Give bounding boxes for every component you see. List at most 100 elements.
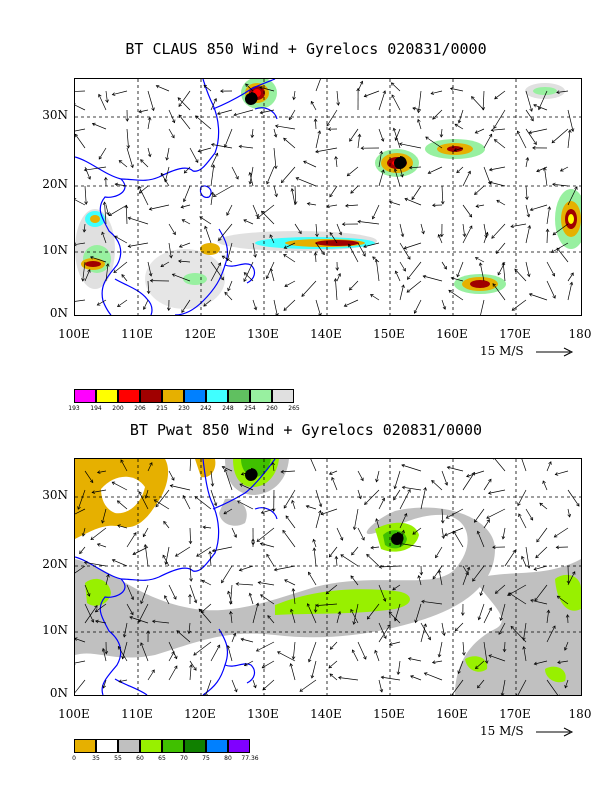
wind-arrow-head <box>527 564 531 569</box>
wind-arrow <box>477 531 485 548</box>
wind-arrow-head <box>121 655 125 660</box>
wind-arrow-head <box>313 252 318 256</box>
wind-arrow-head <box>248 592 253 597</box>
wind-arrow <box>480 584 485 596</box>
wind-arrow <box>525 157 529 168</box>
wind-arrow-head <box>213 502 218 507</box>
wind-arrow <box>138 603 149 623</box>
wind-arrow-head <box>187 630 191 635</box>
wind-arrow <box>75 104 86 111</box>
wind-arrow-head <box>169 254 173 259</box>
wind-arrow <box>567 614 569 624</box>
wind-arrow <box>92 123 107 130</box>
wind-arrow <box>195 115 212 130</box>
wind-arrow <box>172 273 191 282</box>
wind-arrow <box>567 129 571 149</box>
wind-arrow <box>221 565 233 583</box>
wind-arrow <box>262 660 275 669</box>
wind-arrow <box>98 147 107 160</box>
wind-arrow <box>353 508 359 530</box>
wind-arrow-head <box>113 269 117 274</box>
wind-arrow <box>539 502 548 510</box>
wind-arrow-head <box>552 295 556 299</box>
wind-arrow-head <box>536 168 540 173</box>
wind-arrow <box>126 147 134 168</box>
wind-arrow-head <box>221 255 226 259</box>
wind-arrow-head <box>340 554 344 558</box>
wind-arrow-head <box>460 612 465 616</box>
wind-arrow <box>303 160 317 168</box>
wind-arrow-head <box>178 244 183 248</box>
wind-arrow-head <box>138 109 142 114</box>
wind-arrow-head <box>565 614 570 618</box>
wind-arrow-head <box>273 134 278 138</box>
wind-arrow <box>479 262 485 282</box>
wind-arrow-head <box>494 590 499 594</box>
wind-arrow <box>231 527 237 538</box>
wind-arrow <box>363 242 380 248</box>
wind-arrow-head <box>454 123 459 128</box>
wind-arrow-head <box>439 233 444 238</box>
wind-arrow-head <box>526 273 531 278</box>
wind-arrow-head <box>467 170 471 175</box>
wind-arrow-head <box>83 168 88 172</box>
wind-arrow <box>245 83 254 92</box>
wind-arrow-head <box>202 525 206 530</box>
wind-arrow <box>313 548 317 567</box>
wind-arrow-head <box>203 84 208 89</box>
wind-arrow-head <box>529 517 534 521</box>
wind-arrow <box>105 574 109 586</box>
wind-vectors <box>75 79 578 315</box>
wind-arrow-head <box>532 146 536 150</box>
wind-arrow-head <box>352 621 357 625</box>
wind-arrow <box>525 185 528 200</box>
wind-arrow <box>389 201 401 206</box>
wind-arrow-head <box>362 253 366 257</box>
wind-arrow-head <box>142 306 147 311</box>
wind-arrow <box>239 565 254 571</box>
wind-arrow <box>453 531 464 548</box>
wind-arrow <box>266 166 275 185</box>
wind-arrow-head <box>285 515 289 519</box>
wind-arrow-head <box>104 651 109 655</box>
wind-arrow <box>348 244 359 263</box>
wind-arrow-head <box>341 222 346 227</box>
wind-arrow <box>222 255 233 263</box>
wind-arrow <box>494 90 506 100</box>
p2-legend-label: 77.36 <box>241 755 259 762</box>
wind-arrow-head <box>407 488 411 493</box>
wind-arrow-head <box>203 303 207 307</box>
wind-arrow-head <box>275 312 279 315</box>
wind-arrow-head <box>453 530 457 535</box>
wind-arrow <box>283 299 296 311</box>
wind-arrow <box>210 98 217 111</box>
wind-arrow <box>269 234 275 244</box>
wind-arrow <box>375 518 380 529</box>
wind-arrow-head <box>96 470 101 474</box>
wind-arrow <box>441 261 447 270</box>
wind-arrow <box>256 641 275 652</box>
wind-arrow <box>105 204 109 215</box>
wind-arrow-head <box>345 203 349 208</box>
wind-arrow <box>534 660 548 665</box>
p2-xlab-130e: 130E <box>247 707 279 721</box>
wind-arrow <box>98 94 107 111</box>
p2-legend-label: 65 <box>158 755 166 762</box>
p1-legend-swatch <box>96 389 118 403</box>
wind-arrow-head <box>382 90 387 94</box>
wind-arrow <box>551 242 569 253</box>
wind-arrow <box>410 675 422 681</box>
wind-arrow-head <box>303 160 307 164</box>
wind-arrow-head <box>423 623 427 628</box>
wind-arrow-head <box>318 312 322 315</box>
wind-arrow-head <box>312 538 316 543</box>
wind-arrow-head <box>343 303 348 307</box>
wind-arrow-head <box>160 172 165 177</box>
wind-arrow-head <box>243 219 247 223</box>
wind-arrow <box>243 272 254 282</box>
wind-arrow-head <box>238 567 243 572</box>
wind-arrow-head <box>380 138 385 142</box>
wind-arrow <box>399 543 422 548</box>
wind-arrow-head <box>138 185 142 190</box>
wind-arrow <box>315 118 317 130</box>
